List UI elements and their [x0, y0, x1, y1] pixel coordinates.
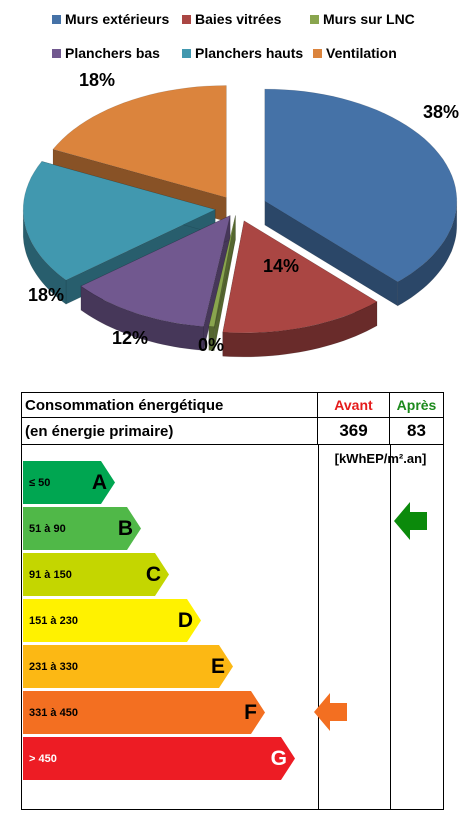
pie-slice-side — [80, 285, 204, 351]
legend-swatch — [182, 48, 191, 58]
after-class-arrow-icon — [394, 502, 427, 540]
legend-swatch — [310, 14, 319, 24]
legend-item-baies-vitrees: Baies vitrées — [182, 11, 281, 27]
energy-class-bar-c: 91 à 150 C — [23, 553, 169, 596]
pie-slice-wall — [203, 215, 231, 351]
legend-swatch — [52, 48, 61, 58]
energy-class-range: 51 à 90 — [29, 522, 66, 535]
pie-chart: 38% 14% 0% 12% 18% 18% — [22, 70, 459, 358]
energy-class-range: 231 à 330 — [29, 660, 78, 673]
chart-legend: Murs extérieurs Baies vitrées Murs sur L… — [0, 0, 475, 70]
legend-label: Baies vitrées — [195, 11, 282, 27]
energy-class-range: > 450 — [29, 752, 57, 765]
energy-class-letter: C — [145, 562, 161, 586]
pie-value-label: 12% — [112, 328, 148, 348]
pie-slice-planchers-hauts — [22, 161, 217, 281]
energy-table: Consommation énergétique Avant Après (en… — [21, 392, 444, 810]
legend-swatch — [313, 48, 322, 58]
energy-class-bar-f: 331 à 450 F — [23, 691, 265, 734]
legend-label: Murs extérieurs — [65, 11, 170, 27]
column-divider — [318, 445, 319, 809]
legend-item-planchers-hauts: Planchers hauts — [182, 45, 303, 61]
pie-slice-ventilation — [52, 85, 227, 198]
energy-class-range: 91 à 150 — [29, 568, 72, 581]
legend-item-ventilation: Ventilation — [313, 45, 397, 61]
before-value: 369 — [318, 418, 390, 444]
primary-energy-label: (en énergie primaire) — [22, 418, 318, 444]
energy-class-letter: A — [91, 470, 107, 494]
legend-swatch — [182, 14, 191, 24]
energy-class-range: 151 à 230 — [29, 614, 78, 627]
after-value: 83 — [407, 421, 426, 440]
energy-class-bar-d: 151 à 230 D — [23, 599, 201, 642]
pie-value-label: 14% — [263, 256, 299, 276]
legend-label: Planchers bas — [65, 45, 160, 61]
energy-class-bar-b: 51 à 90 B — [23, 507, 141, 550]
energy-class-letter: D — [177, 608, 193, 632]
energy-class-letter: E — [210, 654, 225, 678]
table-values-row: (en énergie primaire) 369 83 — [22, 418, 443, 445]
legend-item-planchers-bas: Planchers bas — [52, 45, 160, 61]
before-class-arrow-icon — [314, 693, 347, 731]
legend-swatch — [52, 14, 61, 24]
after-header: Après — [396, 397, 437, 413]
pie-value-label: 18% — [28, 285, 64, 305]
unit-label: [kWhEP/m².an] — [334, 451, 427, 466]
legend-label: Planchers hauts — [195, 45, 304, 61]
energy-class-letter: G — [270, 746, 287, 770]
pie-value-label: 18% — [79, 70, 115, 90]
legend-item-murs-sur-lnc: Murs sur LNC — [310, 11, 415, 27]
energy-class-letter: B — [117, 516, 133, 540]
column-divider — [390, 445, 391, 809]
energy-class-range: 331 à 450 — [29, 706, 78, 719]
energy-class-bar-a: ≤ 50 A — [23, 461, 115, 504]
pie-slice-planchers-bas — [80, 215, 231, 327]
pie-slice-murs-sur-lnc — [208, 215, 236, 328]
energy-class-range: ≤ 50 — [29, 476, 51, 489]
energy-class-bar-g: > 450 G — [23, 737, 295, 780]
table-header-row: Consommation énergétique Avant Après — [22, 393, 443, 418]
energy-class-letter: F — [244, 700, 257, 724]
pie-slice-side — [397, 201, 458, 307]
pie-slice-side — [208, 326, 215, 351]
legend-label: Ventilation — [326, 45, 397, 61]
pie-slice-baies-vitr-es — [222, 220, 378, 334]
before-header: Avant — [318, 393, 390, 417]
legend-item-murs-exterieurs: Murs extérieurs — [52, 11, 169, 27]
pie-slice-murs-ext-rieurs — [264, 88, 458, 283]
pie-slice-side — [22, 209, 67, 305]
pie-value-label: 0% — [198, 335, 224, 355]
energy-class-bar-e: 231 à 330 E — [23, 645, 233, 688]
consumption-label: Consommation énergétique — [22, 393, 318, 417]
pie-value-label: 38% — [423, 102, 459, 122]
legend-label: Murs sur LNC — [323, 11, 415, 27]
